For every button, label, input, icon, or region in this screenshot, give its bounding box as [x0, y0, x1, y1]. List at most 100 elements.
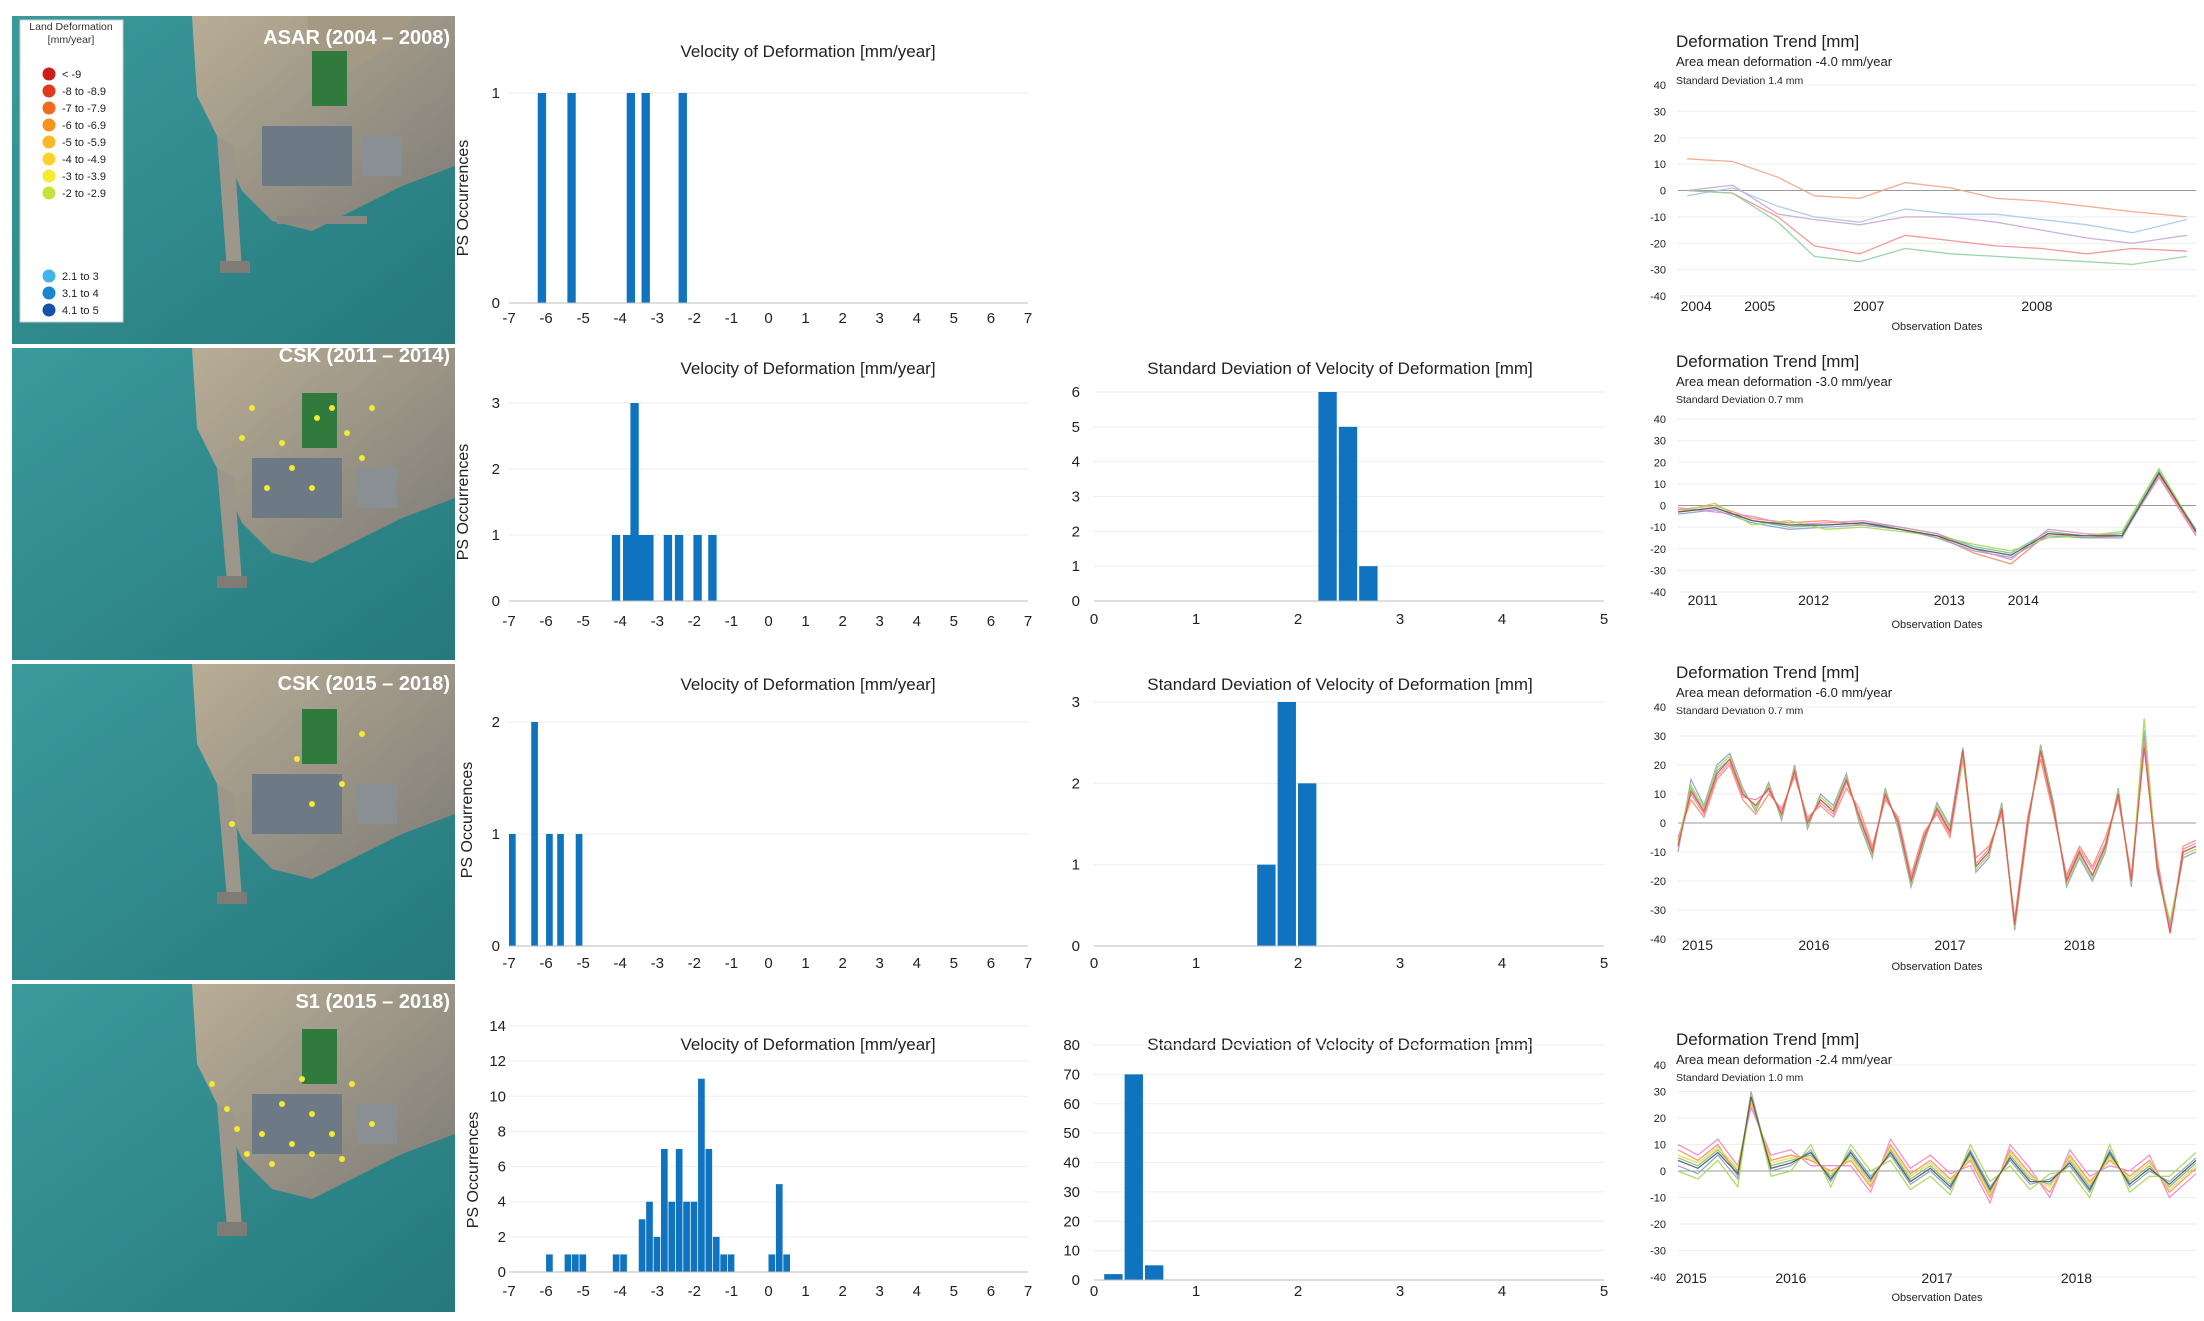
y-tick-label: 2: [492, 714, 500, 731]
y-tick-label: 10: [489, 1088, 506, 1105]
histogram-bar: [1359, 566, 1378, 601]
x-tick-label: 7: [1024, 955, 1032, 972]
x-tick-label: 2: [838, 310, 846, 327]
histogram-bar: [1104, 1274, 1123, 1280]
y-tick-label: 0: [1660, 818, 1666, 830]
y-tick-label: 40: [1654, 702, 1666, 714]
histogram-title: Velocity of Deformation [mm/year]: [680, 675, 935, 694]
histogram-bar: [775, 1184, 783, 1272]
x-tick-label: 4: [913, 1283, 921, 1300]
histogram-bar: [690, 1201, 698, 1272]
legend-label: 4.1 to 5: [62, 305, 99, 317]
x-tick-label: 5: [950, 613, 958, 630]
histogram-bar: [612, 1254, 620, 1272]
x-tick-label: 7: [1024, 1283, 1032, 1300]
x-tick-label: 3: [1396, 1283, 1404, 1300]
x-tick-label: -7: [502, 955, 515, 972]
map-label-s1: S1 (2015 – 2018): [295, 991, 450, 1013]
date-tick-label: 2017: [1934, 937, 1965, 953]
histogram-bar: [675, 1149, 683, 1272]
x-tick-label: 1: [801, 955, 809, 972]
legend-swatch: [42, 135, 56, 149]
x-tick-label: 6: [987, 1283, 995, 1300]
x-tick-label: -2: [688, 955, 701, 972]
x-tick-label: 0: [764, 1283, 772, 1300]
histogram-bar: [546, 834, 553, 946]
legend-label: -4 to -4.9: [62, 154, 106, 166]
legend-label: < -9: [62, 69, 81, 81]
trend-series-line: [1677, 1091, 2197, 1194]
x-tick-label: -1: [725, 1283, 738, 1300]
x-tick-label: -5: [576, 1283, 589, 1300]
y-tick-label: 0: [1072, 593, 1080, 610]
histogram-bar: [557, 834, 564, 946]
histogram-bar: [683, 1201, 690, 1272]
y-tick-label: 20: [1654, 760, 1666, 772]
histogram-title: Standard Deviation of Velocity of Deform…: [1147, 675, 1533, 694]
y-tick-label: 0: [498, 1264, 506, 1281]
histogram-bar: [630, 403, 639, 601]
map-legend: Land Deformation [mm/year] < -9 -8 to -8.…: [19, 19, 124, 323]
trend-mean-deformation: Area mean deformation -6.0 mm/year: [1676, 685, 1893, 700]
x-tick-label: -5: [576, 310, 589, 327]
histogram-bar: [660, 1149, 668, 1272]
trend-standard-deviation: Standard Deviation 0.7 mm: [1676, 394, 1803, 406]
x-tick-label: 5: [1600, 1283, 1608, 1300]
y-tick-label: 1: [492, 85, 500, 102]
chart-area: Velocity of Deformation [mm/year] 0 1 -7 -6 -…: [455, 32, 2197, 1304]
histogram-bar: [1298, 783, 1317, 946]
y-tick-label: 10: [1654, 789, 1666, 801]
x-tick-label: -3: [651, 955, 664, 972]
y-tick-label: -10: [1650, 1193, 1666, 1205]
y-tick-label: 80: [1063, 1037, 1080, 1054]
histogram-title: Velocity of Deformation [mm/year]: [680, 359, 935, 378]
histogram-bar: [579, 1254, 587, 1272]
trend-series-line: [1677, 471, 2197, 559]
legend-swatch: [42, 101, 56, 115]
trend-series-line: [1677, 471, 2197, 556]
histogram-bar: [720, 1254, 727, 1272]
x-tick-label: -4: [614, 1283, 627, 1300]
x-tick-label: -4: [614, 310, 627, 327]
trend-panel-10: Deformation Trend [mm] Area mean deformat…: [1650, 1030, 2197, 1304]
x-tick-label: -6: [539, 310, 552, 327]
histogram-bar: [678, 93, 687, 303]
histogram-bar: [1145, 1265, 1164, 1280]
date-tick-label: 2017: [1921, 1270, 1952, 1286]
date-tick-label: 2012: [1798, 592, 1829, 608]
y-tick-label: 30: [1654, 106, 1666, 118]
y-tick-label: 30: [1063, 1184, 1080, 1201]
histogram-title: Velocity of Deformation [mm/year]: [680, 1035, 935, 1054]
y-tick-label: 50: [1063, 1125, 1080, 1142]
y-tick-label: -10: [1650, 847, 1666, 859]
date-tick-label: 2015: [1682, 937, 1713, 953]
histogram-bar: [564, 1254, 572, 1272]
x-tick-label: -6: [539, 955, 552, 972]
histogram-bar: [727, 1254, 735, 1272]
x-tick-label: -5: [576, 955, 589, 972]
date-tick-label: 2007: [1853, 298, 1884, 314]
x-tick-label: -3: [651, 310, 664, 327]
y-tick-label: 3: [492, 395, 500, 412]
y-tick-label: 6: [498, 1159, 506, 1176]
x-tick-label: 4: [1498, 1283, 1506, 1300]
trend-series-line: [1677, 1096, 2197, 1191]
y-tick-label: -30: [1650, 265, 1666, 277]
trend-series-line: [1687, 189, 2187, 266]
legend-swatch: [42, 269, 56, 283]
trend-panel-8: Deformation Trend [mm] Area mean deformat…: [1650, 352, 2197, 631]
y-tick-label: 40: [1654, 1060, 1666, 1072]
y-tick-label: 1: [1072, 857, 1080, 874]
map-label-csk-2015: CSK (2015 – 2018): [278, 673, 450, 695]
legend-unit: [mm/year]: [48, 34, 95, 46]
histogram-bar: [567, 93, 576, 303]
histogram-bar: [693, 535, 702, 601]
y-tick-label: -20: [1650, 876, 1666, 888]
x-tick-label: 3: [876, 955, 884, 972]
y-tick-label: 2: [498, 1229, 506, 1246]
histogram-title: Standard Deviation of Velocity of Deform…: [1147, 359, 1533, 378]
histogram-bar: [537, 93, 547, 303]
y-axis-label: PS Occurrences: [455, 444, 472, 560]
x-tick-label: 3: [1396, 611, 1404, 628]
x-tick-label: 5: [1600, 611, 1608, 628]
